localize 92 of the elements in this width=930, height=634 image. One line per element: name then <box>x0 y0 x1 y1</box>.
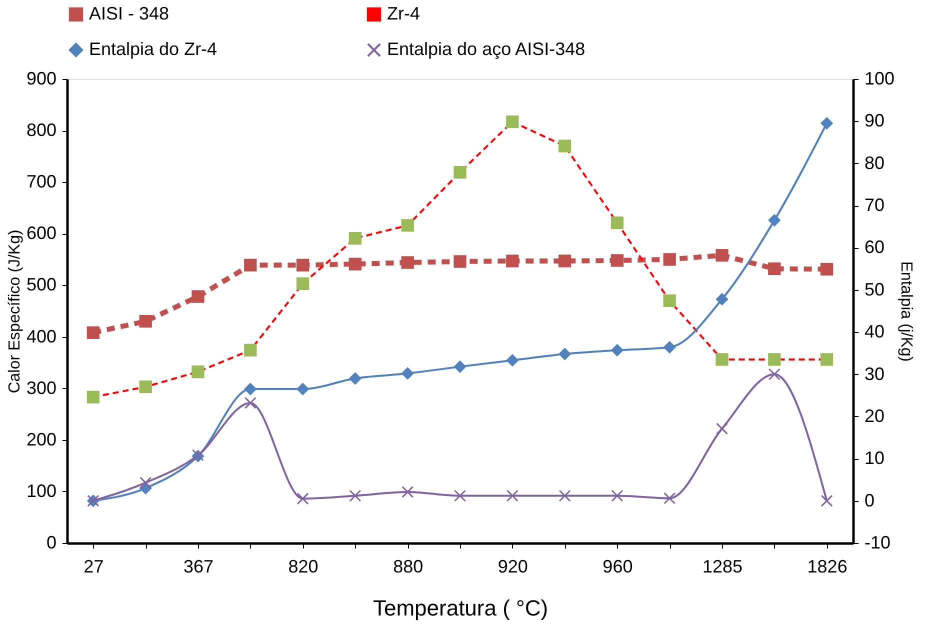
point <box>768 353 781 366</box>
point <box>402 486 414 498</box>
point <box>558 490 571 502</box>
y2-tick-label: 100 <box>864 68 895 88</box>
point <box>454 360 466 374</box>
y-tick-label: 600 <box>26 223 56 244</box>
y2-tick-label: 10 <box>864 448 885 468</box>
y-tick-label: 0 <box>46 532 56 552</box>
point <box>506 115 519 128</box>
y2-tick-label: 70 <box>864 195 885 216</box>
y2-tick-label: 60 <box>864 237 885 258</box>
y2-tick-label: 80 <box>864 152 885 173</box>
point <box>401 367 414 380</box>
point <box>664 492 676 504</box>
point <box>86 326 100 339</box>
point <box>244 382 257 396</box>
point <box>610 254 624 267</box>
x-tick-label: 960 <box>602 556 633 576</box>
point <box>86 390 100 404</box>
point <box>716 292 728 306</box>
point <box>401 219 414 232</box>
point <box>558 254 572 268</box>
point <box>349 490 362 502</box>
point <box>296 382 310 396</box>
y2-tick-label: 40 <box>864 322 885 342</box>
point <box>820 116 834 130</box>
point <box>506 354 519 367</box>
x-tick-label: 820 <box>288 556 318 576</box>
point <box>610 216 624 230</box>
point <box>663 253 676 266</box>
y2-tick-label: 0 <box>864 490 875 510</box>
point <box>558 348 572 360</box>
point <box>296 277 310 290</box>
point <box>768 368 780 380</box>
y-tick-label: 700 <box>26 172 56 192</box>
point <box>663 294 676 308</box>
y2-axis-title: Entalpia (j/Kg) <box>898 261 915 362</box>
point <box>244 258 257 272</box>
legend-label: AISI - 348 <box>89 3 170 24</box>
y-tick-label: 300 <box>26 378 56 398</box>
y-tick-label: 500 <box>26 274 56 295</box>
point <box>348 258 362 270</box>
point <box>244 396 256 409</box>
x-tick-label: 1285 <box>702 556 743 576</box>
point <box>454 255 466 268</box>
point <box>820 353 834 366</box>
y2-tick-label: -10 <box>864 532 891 552</box>
legend-label: Entalpia do aço AISI-348 <box>387 39 586 59</box>
y2-tick-label: 20 <box>864 406 885 426</box>
legend-label: Entalpia do Zr-4 <box>89 39 218 59</box>
x-tick-label: 920 <box>498 556 528 576</box>
point <box>140 476 152 489</box>
point <box>401 256 414 269</box>
x-axis-title: Temperatura ( °C) <box>372 596 548 620</box>
point <box>244 344 257 357</box>
point <box>192 290 204 303</box>
point <box>768 214 781 227</box>
point <box>716 353 728 366</box>
point <box>296 492 309 505</box>
point <box>139 314 152 328</box>
y-tick-label: 900 <box>26 68 56 88</box>
point <box>296 258 310 272</box>
point <box>663 340 676 354</box>
point <box>768 262 781 276</box>
y2-tick-label: 90 <box>864 110 885 131</box>
y-axis-title: Calor Específico (J/Kg) <box>6 230 24 394</box>
point <box>716 248 728 262</box>
y2-tick-label: 30 <box>864 364 885 384</box>
point <box>454 490 466 502</box>
y-tick-label: 800 <box>26 120 56 140</box>
point <box>454 166 466 179</box>
point <box>192 366 204 378</box>
point <box>820 494 833 507</box>
x-tick-label: 27 <box>84 556 104 576</box>
legend-label: Zr-4 <box>387 3 420 24</box>
point <box>820 262 834 276</box>
y-tick-label: 200 <box>26 429 56 450</box>
y-tick-label: 400 <box>26 326 56 346</box>
x-tick-label: 880 <box>393 556 424 576</box>
y2-tick-label: 50 <box>864 279 885 300</box>
point <box>610 344 624 357</box>
point <box>611 490 624 502</box>
point <box>348 232 362 245</box>
point <box>348 372 362 385</box>
point <box>506 254 519 268</box>
point <box>558 140 572 152</box>
point <box>506 490 518 502</box>
point <box>139 380 152 394</box>
y-tick-label: 100 <box>26 480 56 501</box>
x-tick-label: 1826 <box>807 556 848 576</box>
x-tick-label: 367 <box>183 556 214 576</box>
point <box>716 422 728 435</box>
